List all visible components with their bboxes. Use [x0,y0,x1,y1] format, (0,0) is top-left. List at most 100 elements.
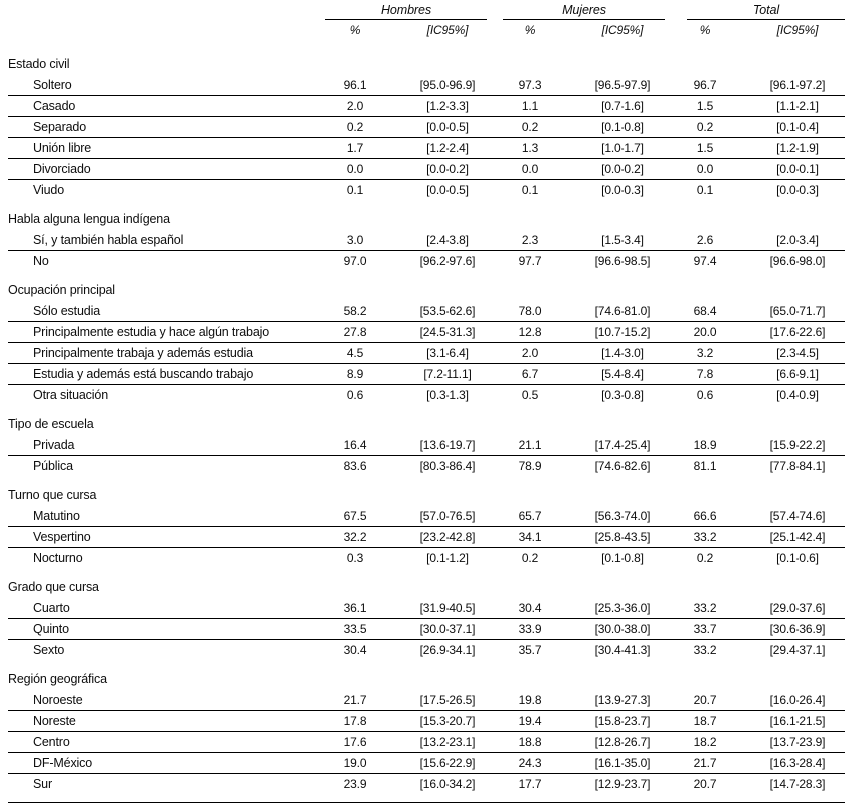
cell-mujeres-pct: 65.7 [518,508,542,523]
cell-hombres-pct: 96.1 [343,77,367,92]
cell-mujeres-ic: [12.8-26.7] [594,735,651,749]
subheader-mujeres-ic: [IC95%] [601,22,644,37]
row-label: Soltero [33,77,72,92]
section-title: Ocupación principal [8,282,115,297]
cell-mujeres-ic: [0.7-1.6] [601,99,644,113]
row-label: Matutino [33,508,80,523]
cell-total-pct: 7.8 [696,367,714,381]
section-title-row: Turno que cursa [8,484,845,505]
cell-total-pct: 1.5 [696,141,714,155]
table-row: Separado 0.2 [0.0-0.5] 0.2 [0.1-0.8] 0.2 [0.1-… [8,116,845,137]
cell-hombres-pct: 83.6 [343,459,367,473]
cell-total-ic: [6.6-9.1] [776,367,819,381]
row-label: Sur [33,777,53,791]
cell-hombres-pct: 23.9 [343,777,367,791]
cell-mujeres-ic: [25.3-36.0] [594,600,651,615]
cell-total-ic: [77.8-84.1] [769,459,826,473]
cell-hombres-pct: 19.0 [343,756,367,770]
cell-hombres-pct: 58.2 [343,303,367,318]
cell-total-pct: 21.7 [693,756,717,770]
row-label: Viudo [33,183,64,197]
cell-hombres-pct: 1.7 [346,141,364,155]
table-row: Viudo 0.1 [0.0-0.5] 0.1 [0.0-0.3] 0.1 [0.0-0.3… [8,179,845,200]
cell-mujeres-pct: 0.5 [521,388,539,402]
cell-total-pct: 0.0 [696,162,714,176]
section-title: Tipo de escuela [8,416,94,431]
cell-hombres-pct: 21.7 [343,692,367,707]
row-label: Separado [33,120,87,134]
section-title-row: Habla alguna lengua indígena [8,208,845,229]
table-row: Sexto 30.4 [26.9-34.1] 35.7 [30.4-41.3] 33.2 [… [8,639,845,660]
section: Ocupación principal Sólo estudia 58.2 [53.5… [8,279,845,405]
cell-total-pct: 20.7 [693,692,717,707]
cell-total-pct: 33.2 [693,530,717,544]
table-row: Quinto 33.5 [30.0-37.1] 33.9 [30.0-38.0] 33.7… [8,618,845,639]
row-label: Vespertino [33,530,91,544]
cell-total-pct: 0.2 [696,551,714,565]
cell-hombres-pct: 17.6 [343,735,367,749]
cell-mujeres-pct: 78.0 [518,303,542,318]
cell-hombres-ic: [15.3-20.7] [419,714,476,728]
table-row: Estudia y además está buscando trabajo 8.… [8,363,845,384]
cell-total-ic: [1.1-2.1] [776,99,819,113]
cell-hombres-ic: [95.0-96.9] [419,77,476,92]
cell-hombres-pct: 8.9 [346,367,364,381]
cell-total-ic: [16.1-21.5] [769,714,826,728]
section: Estado civil Soltero 96.1 [95.0-96.9] 97.3 [9… [8,53,845,200]
cell-total-ic: [96.6-98.0] [769,254,826,268]
section: Grado que cursa Cuarto 36.1 [31.9-40.5] 30.4… [8,576,845,660]
cell-total-ic: [30.6-36.9] [769,622,826,636]
cell-total-ic: [25.1-42.4] [769,530,826,544]
cell-hombres-ic: [3.1-6.4] [426,346,469,360]
cell-mujeres-ic: [25.8-43.5] [594,530,651,544]
cell-total-ic: [0.1-0.4] [776,120,819,134]
cell-total-ic: [17.6-22.6] [769,325,826,339]
cell-mujeres-ic: [30.0-38.0] [594,622,651,636]
table-row: Sí, y también habla español 3.0 [2.4-3.8] 2… [8,229,845,250]
table-body: Estado civil Soltero 96.1 [95.0-96.9] 97.3 [9… [8,53,845,794]
cell-hombres-ic: [16.0-34.2] [419,777,476,791]
subheader-total-pct: % [699,22,711,37]
cell-total-pct: 33.2 [693,600,717,615]
cell-mujeres-pct: 0.1 [521,183,539,197]
table-row: Privada 16.4 [13.6-19.7] 21.1 [17.4-25.4] 18.… [8,434,845,455]
cell-mujeres-pct: 97.7 [518,254,542,268]
table-row: Casado 2.0 [1.2-3.3] 1.1 [0.7-1.6] 1.5 [1.1-2.… [8,95,845,116]
cell-hombres-pct: 30.4 [343,643,367,657]
cell-total-ic: [0.1-0.6] [776,551,819,565]
row-label: Pública [33,459,73,473]
section-title-row: Ocupación principal [8,279,845,300]
cell-mujeres-pct: 2.3 [521,232,539,247]
section: Tipo de escuela Privada 16.4 [13.6-19.7] 21.… [8,413,845,476]
cell-hombres-pct: 4.5 [346,346,364,360]
cell-mujeres-pct: 30.4 [518,600,542,615]
cell-hombres-ic: [0.0-0.2] [426,162,469,176]
cell-total-ic: [0.4-0.9] [776,388,819,402]
cell-hombres-pct: 17.8 [343,714,367,728]
cell-total-ic: [14.7-28.3] [769,777,826,791]
cell-mujeres-pct: 19.4 [518,714,542,728]
cell-total-pct: 1.5 [696,99,714,113]
table-row: Nocturno 0.3 [0.1-1.2] 0.2 [0.1-0.8] 0.2 [0.1-… [8,547,845,568]
row-label: Cuarto [33,600,70,615]
cell-hombres-pct: 0.2 [346,120,364,134]
cell-hombres-ic: [57.0-76.5] [419,508,476,523]
cell-total-pct: 0.6 [696,388,714,402]
cell-mujeres-pct: 18.8 [518,735,542,749]
section: Habla alguna lengua indígena Sí, y tambié… [8,208,845,271]
section-title-row: Tipo de escuela [8,413,845,434]
row-label: Privada [33,437,75,452]
cell-hombres-ic: [96.2-97.6] [419,254,476,268]
cell-total-pct: 20.7 [693,777,717,791]
row-label: Principalmente trabaja y además estudia [33,346,253,360]
table-row: Noreste 17.8 [15.3-20.7] 19.4 [15.8-23.7] 18.… [8,710,845,731]
cell-mujeres-pct: 97.3 [518,77,542,92]
table-row: Pública 83.6 [80.3-86.4] 78.9 [74.6-82.6] 81.… [8,455,845,476]
table-row: Sur 23.9 [16.0-34.2] 17.7 [12.9-23.7] 20.7 [14… [8,773,845,794]
cell-hombres-ic: [80.3-86.4] [419,459,476,473]
table-row: Cuarto 36.1 [31.9-40.5] 30.4 [25.3-36.0] 33.2… [8,597,845,618]
cell-mujeres-pct: 33.9 [518,622,542,636]
table-row: Divorciado 0.0 [0.0-0.2] 0.0 [0.0-0.2] 0.0 [0.… [8,158,845,179]
row-label: Unión libre [33,141,92,155]
